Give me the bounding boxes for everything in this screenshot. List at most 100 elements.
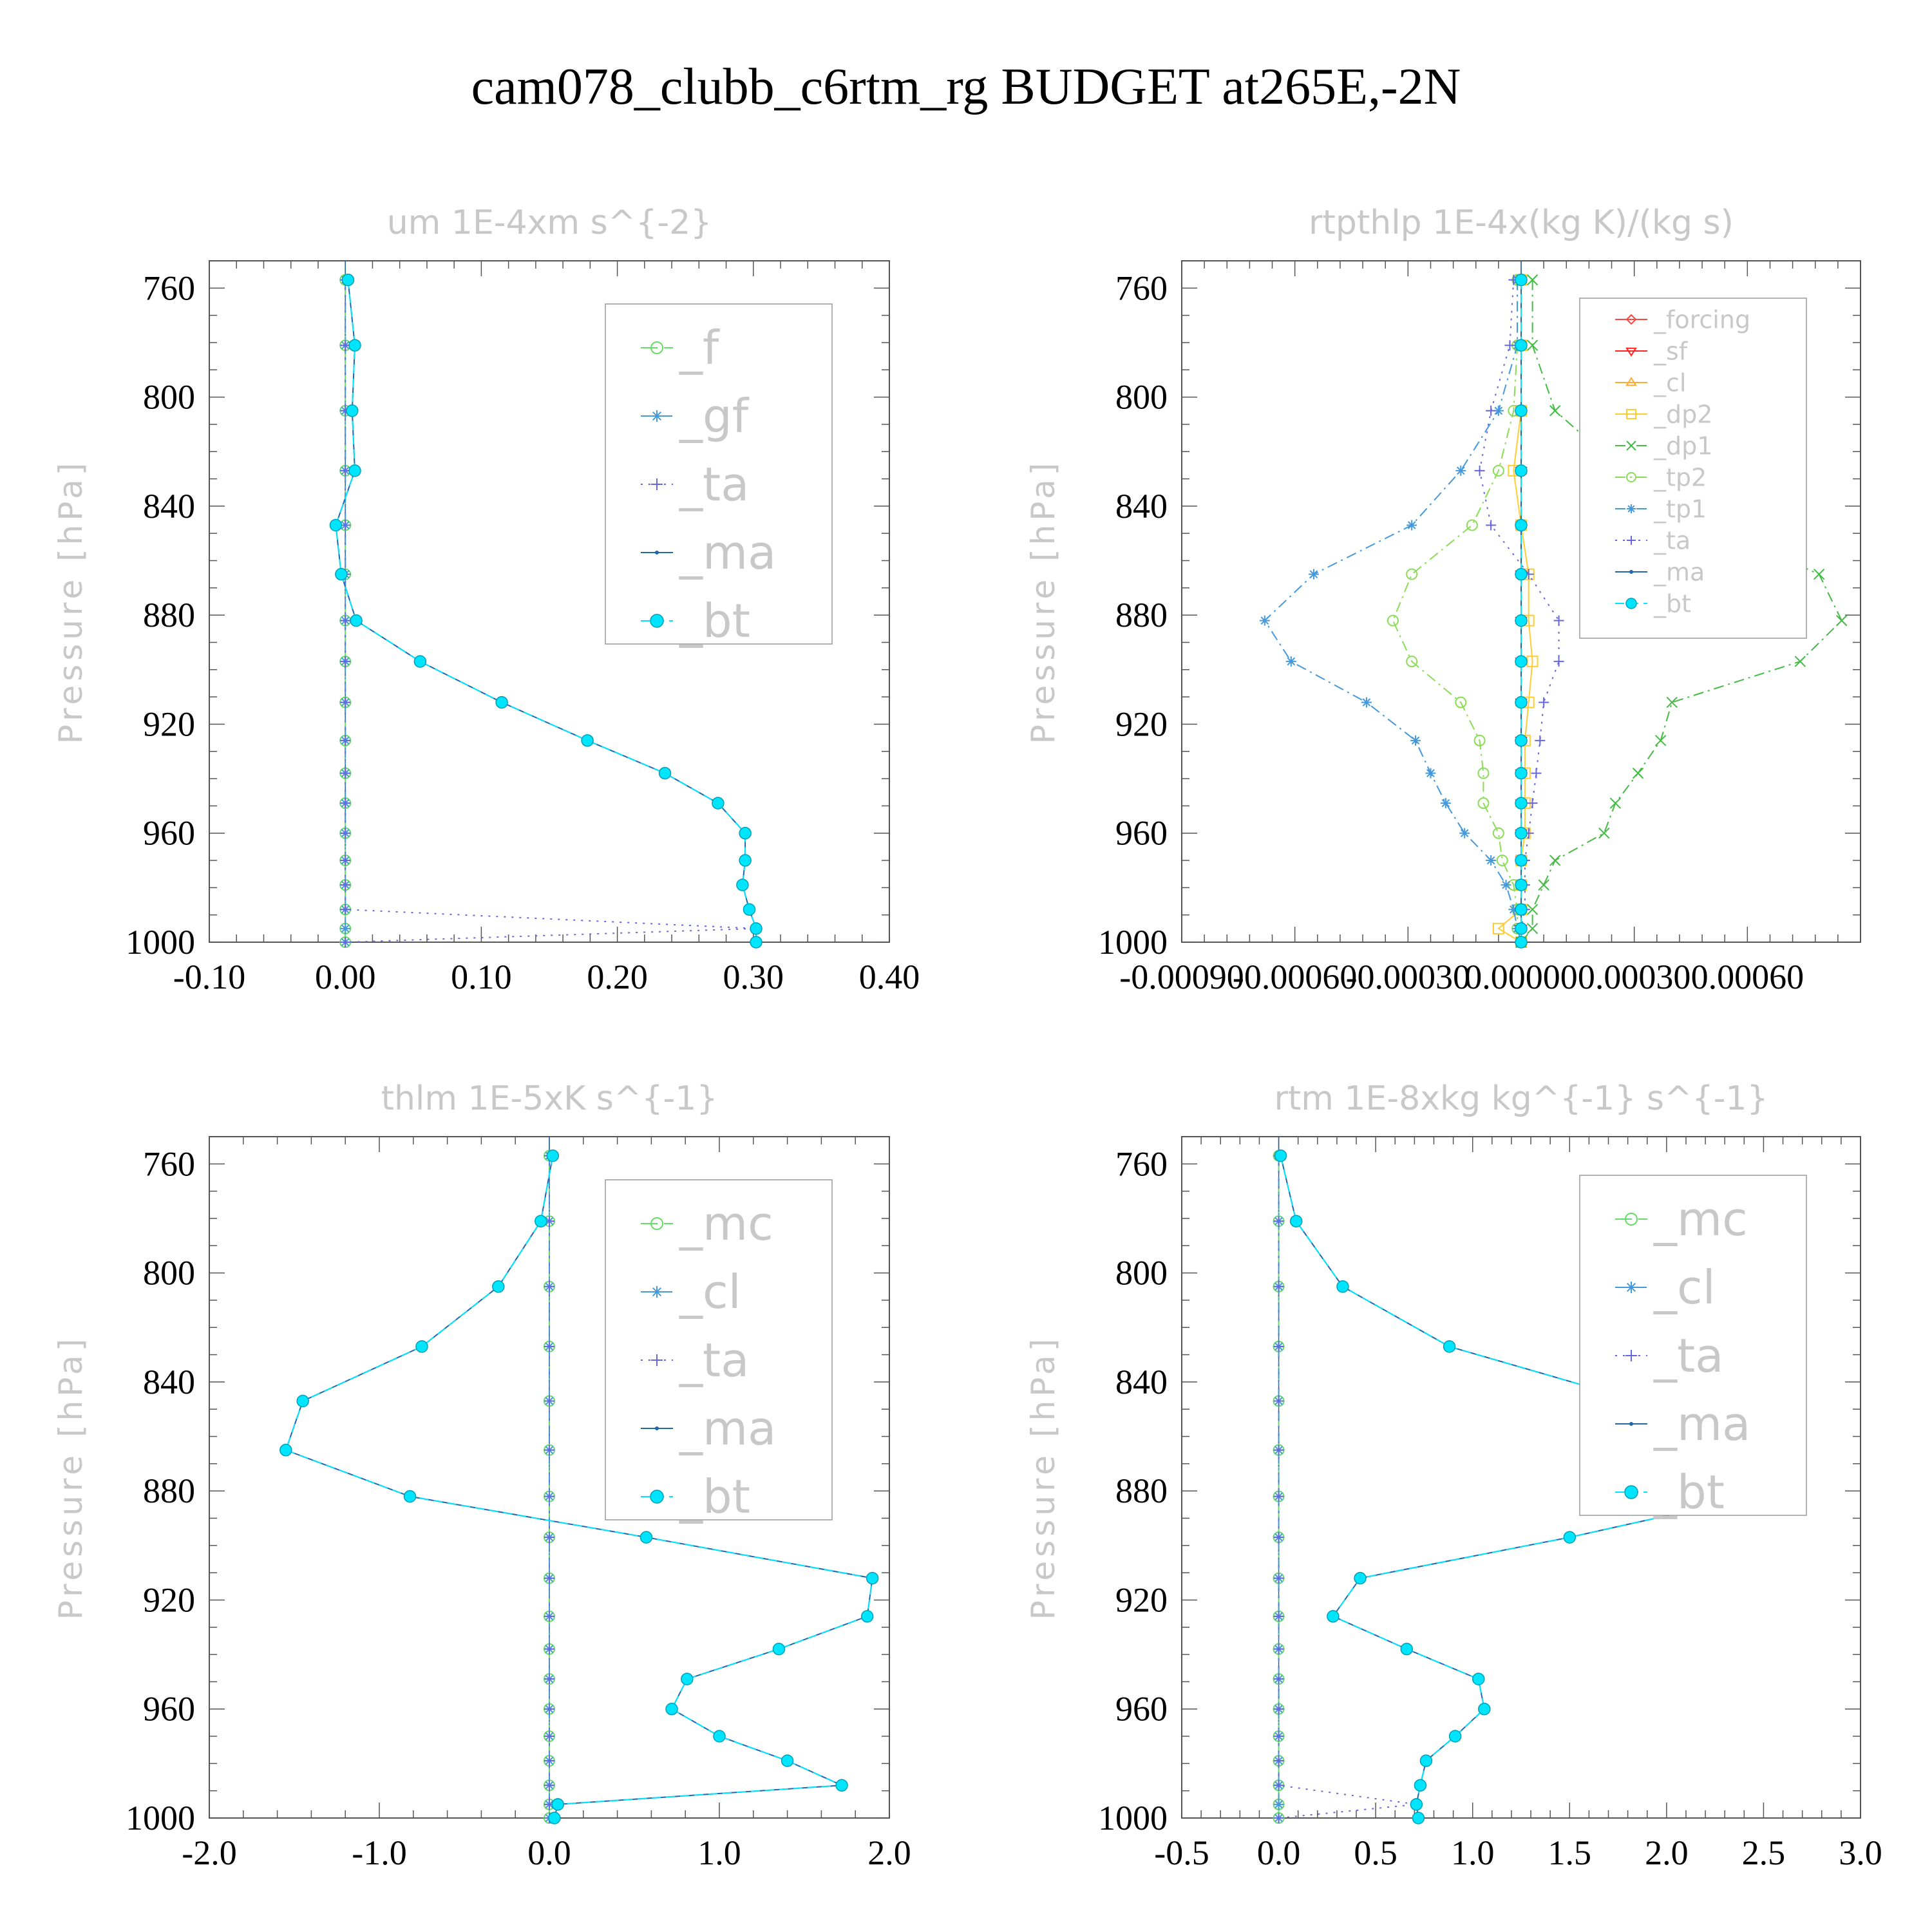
data-point [750,922,762,935]
x-tick-label: -0.00060 [1233,958,1357,996]
data-point [544,1396,554,1406]
legend-entry: _bt [679,594,750,648]
data-point [544,1532,554,1543]
legend-marker [651,1354,663,1366]
legend-marker [655,1426,659,1430]
series-line [1264,279,1522,943]
legend-marker [1626,409,1636,419]
legend-box [605,1179,833,1520]
data-point [1794,656,1806,667]
data-point [1527,798,1538,809]
data-point [1273,1780,1284,1791]
legend-entry: _tp1 [1653,495,1707,523]
data-point [1549,405,1561,417]
data-point [1273,1491,1284,1502]
data-point [1273,1532,1284,1543]
data-point [1666,696,1678,708]
y-tick-label: 1000 [1098,1799,1168,1837]
data-point [1526,904,1539,915]
data-point [1549,855,1561,866]
x-tick-label: 0.0 [1257,1833,1301,1872]
data-point [713,1730,726,1743]
x-tick-label: 0.40 [859,958,920,996]
x-tick-label: 0.00000 [1464,958,1578,996]
data-point [1273,1396,1284,1406]
data-point [1539,697,1549,708]
data-point [340,937,351,947]
legend-marker [655,551,659,554]
data-point [681,1672,694,1685]
series-bt [329,273,762,949]
data-point [1515,936,1528,949]
data-point [1538,879,1549,891]
data-point [279,1443,292,1457]
y-tick-label: 960 [143,1690,195,1728]
legend-marker [1625,347,1637,357]
data-point [866,1571,879,1585]
data-point [1515,655,1528,668]
x-tick-label: 0.0 [527,1833,571,1872]
data-point [544,1756,554,1766]
legend-entry: _cl [679,1265,741,1319]
x-tick-label: -2.0 [182,1833,236,1872]
data-point [1609,797,1622,809]
legend: _forcing _sf _cl _dp2 _dp1 _tp2 _tp1 _ta _ma _bt [1579,298,1807,639]
legend-entry: _tp2 [1653,463,1707,491]
legend-marker [1629,1422,1633,1426]
data-point [1273,1444,1284,1455]
data-point [544,1611,554,1622]
data-point [1477,767,1490,779]
y-tick-label: 1000 [1098,923,1168,961]
series-line [1392,279,1522,943]
data-point [712,797,724,810]
data-point [1486,405,1497,416]
data-point [781,1754,794,1767]
series-ta [1273,1150,1422,1823]
data-point [1515,464,1528,477]
data-point [548,1812,561,1824]
data-point [1443,1340,1456,1353]
data-point [544,1643,554,1654]
data-point [1515,273,1528,287]
x-tick-label: 0.00060 [1691,958,1804,996]
data-point [1273,1341,1284,1352]
data-point [1501,880,1511,891]
legend-entry: _dp1 [1653,431,1712,460]
legend-marker [651,1286,663,1298]
y-tick-label: 760 [1115,269,1168,307]
legend-marker [650,614,664,628]
data-point [1308,569,1319,580]
data-point [736,878,749,891]
data-point [1515,766,1528,780]
panel-title: um 1E-4xm s^{-2} [387,204,712,242]
data-point [546,1149,560,1162]
data-point [1515,567,1528,581]
x-tick-label: 0.30 [723,958,784,996]
legend-marker [1626,440,1636,451]
data-point [1273,1756,1284,1766]
y-tick-label: 760 [143,1144,195,1183]
series-ta [544,1150,554,1823]
data-point [1354,1571,1367,1585]
data-point [1492,464,1504,477]
data-point [341,273,355,287]
legend-entry: _cl [1653,1260,1716,1314]
y-tick-label: 920 [1115,705,1168,743]
data-point [495,696,508,709]
y-tick-label: 800 [143,1254,195,1293]
series-line [285,1155,873,1819]
y-tick-label: 920 [1115,1580,1168,1619]
data-point [1515,339,1528,352]
data-point [1486,520,1497,531]
data-point [658,766,672,780]
data-point [1259,615,1270,626]
y-tick-label: 1000 [126,923,195,961]
data-point [1406,520,1417,531]
data-point [1440,798,1451,809]
y-tick-label: 840 [143,1363,195,1401]
legend-entry: _ma [679,1401,776,1455]
legend-box [1579,1175,1807,1516]
data-point [415,1340,428,1353]
data-point [1563,1531,1577,1544]
